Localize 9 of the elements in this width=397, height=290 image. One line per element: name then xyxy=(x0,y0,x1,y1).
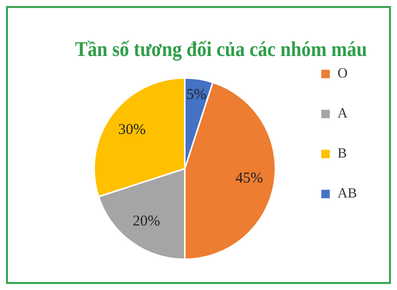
legend-label: AB xyxy=(338,186,358,202)
data-label: 45% xyxy=(235,170,263,187)
legend-label: B xyxy=(338,146,347,162)
legend-label: O xyxy=(338,66,348,82)
data-label: 20% xyxy=(132,213,160,230)
legend-label: A xyxy=(338,106,349,122)
chart-title: Tần số tương đối của các nhóm máu xyxy=(75,38,367,62)
data-label: 30% xyxy=(118,122,146,138)
data-label: 5% xyxy=(186,87,206,104)
